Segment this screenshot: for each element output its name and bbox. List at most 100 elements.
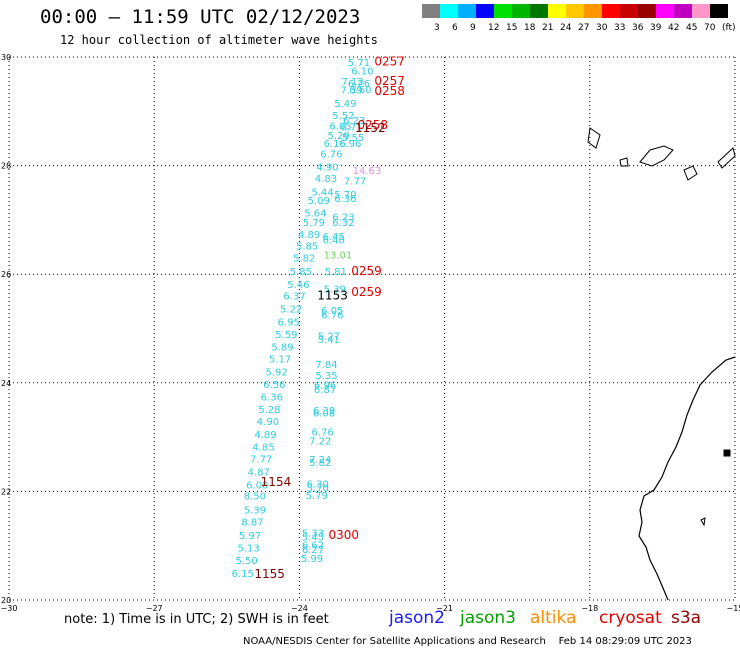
wave-height-label: 5.82: [293, 253, 315, 264]
y-tick-label: 22: [1, 487, 11, 496]
wave-height-label: 5.13: [237, 543, 259, 554]
wave-height-label: 4.87: [248, 467, 270, 478]
wave-height-label: 8.50: [244, 492, 266, 503]
wave-height-label: 6.23: [343, 116, 365, 127]
wave-height-label: 6.36: [334, 194, 356, 205]
wave-height-label: 5.99: [301, 554, 323, 565]
wave-height-label: 5.85: [290, 267, 312, 278]
satellite-legend-altika: altika: [530, 608, 577, 628]
wave-height-label: 5.33: [302, 529, 324, 540]
color-scale-label: 12: [488, 23, 500, 33]
wave-height-label: 5.44: [312, 188, 334, 199]
wave-height-label: 6.76: [321, 310, 343, 321]
x-tick-label: −30: [1, 604, 18, 613]
wave-height-label: 7.77: [344, 176, 366, 187]
wave-height-label: 5.55: [342, 133, 364, 144]
y-tick-label: 20: [1, 596, 11, 605]
x-tick-label: −21: [436, 604, 453, 613]
y-tick-label: 24: [1, 379, 11, 388]
wave-height-label: 4.83: [315, 174, 337, 185]
footer-credit: NOAA/NESDIS Center for Satellite Applica…: [243, 636, 692, 647]
wave-height-label: 6.40: [323, 235, 345, 246]
y-tick-label: 26: [1, 270, 11, 279]
wave-height-label: 6.96: [314, 380, 336, 391]
color-scale-label: 70: [704, 23, 716, 33]
color-scale-label: 42: [668, 23, 680, 33]
color-scale-label: 24: [560, 23, 572, 33]
color-scale-swatch: [692, 4, 710, 18]
wave-height-label: 6.60: [349, 85, 371, 96]
wave-height-label: 5.97: [239, 531, 261, 542]
time-label: 0300: [328, 528, 359, 542]
wave-height-label: 5.22: [280, 304, 302, 315]
color-scale-swatch: [476, 4, 494, 18]
wave-height-label: 4.90: [257, 417, 279, 428]
color-scale-swatch: [638, 4, 656, 18]
y-tick-label: 28: [1, 162, 11, 171]
color-scale-label: 36: [632, 23, 644, 33]
color-scale-swatch: [458, 4, 476, 18]
x-tick-label: −18: [581, 604, 598, 613]
wave-height-label: 6.56: [263, 380, 285, 391]
color-scale-swatch: [710, 4, 728, 18]
wave-height-label: 5.92: [266, 367, 288, 378]
wave-height-label: 6.00: [246, 480, 268, 491]
wave-height-label: 7.12: [342, 77, 364, 88]
wave-height-label: 5.50: [236, 556, 258, 567]
wave-height-label: 6.27: [302, 545, 324, 556]
color-scale-swatch: [440, 4, 458, 18]
x-tick-label: −27: [146, 604, 163, 613]
wave-height-label: 6.32: [332, 218, 354, 229]
wave-height-label: 5.81: [325, 267, 347, 278]
wave-height-label: 6.30: [307, 479, 329, 490]
color-scale-label: 21: [542, 23, 554, 33]
color-scale-swatch: [602, 4, 620, 18]
wave-height-label: 5.79: [306, 491, 328, 502]
time-label: 0257: [374, 54, 405, 68]
wave-height-label: 6.05: [329, 121, 351, 132]
wave-height-label: 6.15: [232, 569, 254, 580]
page-title: 00:00 – 11:59 UTC 02/12/2023: [40, 6, 361, 28]
color-scale-swatch: [584, 4, 602, 18]
wave-height-label: 6.36: [261, 392, 283, 403]
time-label: 0259: [351, 264, 382, 278]
wave-height-label: 7.22: [309, 436, 331, 447]
wave-height-label: 5.29: [327, 131, 349, 142]
time-label: 1155: [254, 567, 285, 581]
wave-height-label: 6.96: [339, 139, 361, 150]
wave-height-label: 6.08: [313, 409, 335, 420]
satellite-legend-s3a: s3a: [671, 608, 702, 628]
wave-height-label: 5.82: [309, 458, 331, 469]
color-scale-label: (ft): [722, 23, 736, 33]
time-label: 0257: [374, 74, 405, 88]
color-scale-label: 9: [470, 23, 476, 33]
wave-height-label: 5.46: [287, 280, 309, 291]
color-scale-swatch: [548, 4, 566, 18]
color-scale-label: 30: [596, 23, 608, 33]
footer-note: note: 1) Time is in UTC; 2) SWH is in fe…: [64, 612, 329, 627]
island-outline: [639, 145, 674, 167]
wave-height-label: 5.45: [302, 532, 324, 543]
wave-height-label: 7.24: [309, 455, 331, 466]
island-outline: [683, 165, 698, 181]
wave-height-label: 5.70: [307, 484, 329, 495]
wave-height-label: 8.87: [241, 517, 263, 528]
wave-height-label: 6.62: [302, 541, 324, 552]
wave-height-label: 5.28: [258, 405, 280, 416]
wave-height-label: 6.71: [341, 123, 363, 134]
wave-height-label: 5.35: [315, 371, 337, 382]
color-scale-label: 18: [524, 23, 536, 33]
color-scale-swatch: [656, 4, 674, 18]
wave-height-label: 4.89: [254, 430, 276, 441]
wave-height-label: 4.90: [316, 163, 338, 174]
satellite-legend-jason3: jason3: [460, 608, 516, 628]
color-scale-label: 27: [578, 23, 590, 33]
color-scale-swatch: [494, 4, 512, 18]
wave-height-label: 6.39: [313, 406, 335, 417]
page-subtitle: 12 hour collection of altimeter wave hei…: [60, 33, 378, 47]
time-label: 1152: [355, 121, 386, 135]
island-outline: [717, 147, 736, 169]
wave-height-label: 6.16: [324, 139, 346, 150]
x-tick-label: −24: [291, 604, 308, 613]
wave-height-label: 4.85: [252, 442, 274, 453]
